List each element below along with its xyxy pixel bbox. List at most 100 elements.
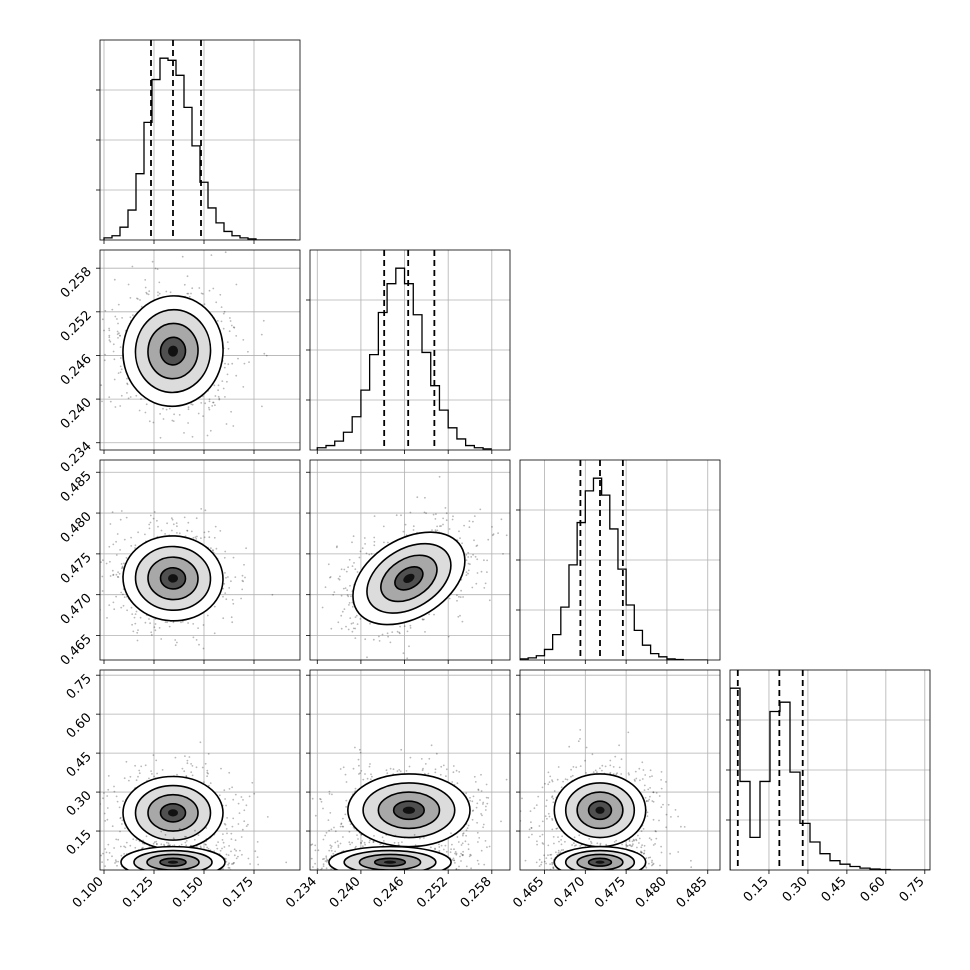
scatter-point <box>400 514 402 517</box>
scatter-point <box>353 562 355 564</box>
scatter-point <box>157 525 159 528</box>
scatter-point <box>418 877 420 879</box>
scatter-point <box>339 842 342 845</box>
scatter-point <box>113 790 116 793</box>
scatter-point <box>232 326 235 329</box>
scatter-point <box>169 880 171 882</box>
scatter-point <box>462 596 464 598</box>
scatter-point <box>402 530 405 533</box>
scatter-point <box>475 806 478 809</box>
scatter-point <box>411 878 413 880</box>
scatter-point <box>140 765 143 768</box>
scatter-point <box>206 878 208 880</box>
scatter-point <box>135 779 138 782</box>
scatter-point <box>126 383 129 386</box>
scatter-point <box>359 876 361 878</box>
scatter-point <box>186 759 189 762</box>
scatter-point <box>103 329 105 332</box>
scatter-point <box>172 875 174 877</box>
scatter-point <box>483 587 486 589</box>
scatter-point <box>399 625 401 628</box>
scatter-point <box>467 843 470 846</box>
scatter-point <box>266 816 269 818</box>
scatter-point <box>361 840 364 842</box>
scatter-point <box>486 802 489 805</box>
scatter-point <box>288 858 290 860</box>
scatter-point <box>162 407 164 410</box>
scatter-point <box>426 875 428 877</box>
scatter-point <box>416 872 418 874</box>
scatter-point <box>380 870 382 872</box>
scatter-point <box>208 408 211 411</box>
scatter-point <box>167 885 169 887</box>
scatter-point <box>468 520 471 522</box>
scatter-point <box>108 327 110 330</box>
scatter-point <box>470 867 472 870</box>
scatter-point <box>356 571 359 573</box>
scatter-point <box>120 510 123 512</box>
scatter-point <box>291 815 293 817</box>
scatter-point <box>436 529 439 532</box>
scatter-point <box>461 854 464 857</box>
scatter-point <box>385 834 388 836</box>
scatter-point <box>456 594 458 597</box>
scatter-point <box>176 641 178 644</box>
scatter-point <box>364 843 366 846</box>
scatter-point <box>254 850 257 853</box>
scatter-point <box>444 507 447 509</box>
scatter-point <box>101 590 104 592</box>
scatter-point <box>91 873 93 875</box>
scatter-point <box>314 844 317 847</box>
scatter-point <box>183 283 186 286</box>
scatter-point <box>395 871 397 873</box>
panel-frame <box>99 669 301 871</box>
scatter-point <box>386 632 389 635</box>
scatter-point <box>352 767 355 770</box>
scatter-point <box>208 536 211 539</box>
scatter-point <box>168 875 170 877</box>
scatter-point <box>467 562 470 565</box>
scatter-point <box>168 625 171 628</box>
scatter-point <box>166 621 169 624</box>
scatter-point <box>424 870 426 872</box>
scatter-point <box>472 520 474 523</box>
scatter-point <box>341 610 344 613</box>
scatter-point <box>172 837 175 840</box>
scatter-point <box>328 790 331 793</box>
scatter-point <box>223 582 226 585</box>
scatter-point <box>422 767 424 770</box>
scatter-point <box>119 357 122 359</box>
scatter-point <box>484 582 487 585</box>
scatter-point <box>356 623 359 625</box>
scatter-point <box>232 863 234 865</box>
scatter-point <box>434 529 437 531</box>
scatter-point <box>107 775 110 777</box>
scatter-point <box>207 847 210 850</box>
scatter-point <box>312 875 314 877</box>
scatter-point <box>164 834 167 836</box>
x-tick-label: 0.125 <box>120 874 157 911</box>
scatter-point <box>369 622 371 625</box>
scatter-point <box>369 778 372 781</box>
scatter-point <box>213 632 216 635</box>
scatter-point <box>189 875 191 877</box>
y-tick-label: 0.45 <box>64 749 95 780</box>
scatter-point <box>340 594 343 597</box>
scatter-point <box>119 371 122 374</box>
scatter-point <box>243 563 245 566</box>
scatter-point <box>190 763 193 765</box>
scatter-point <box>344 773 347 776</box>
scatter-point <box>205 872 207 874</box>
scatter-point <box>160 871 162 873</box>
scatter-point <box>331 793 333 796</box>
scatter-point <box>224 251 227 254</box>
scatter-point <box>471 876 473 878</box>
scatter-point <box>423 837 425 839</box>
scatter-point <box>122 800 124 802</box>
scatter-point <box>122 604 125 607</box>
scatter-point <box>256 841 259 843</box>
scatter-point <box>348 602 351 604</box>
scatter-point <box>285 861 288 864</box>
scatter-point <box>385 875 387 877</box>
scatter-point <box>323 857 325 860</box>
